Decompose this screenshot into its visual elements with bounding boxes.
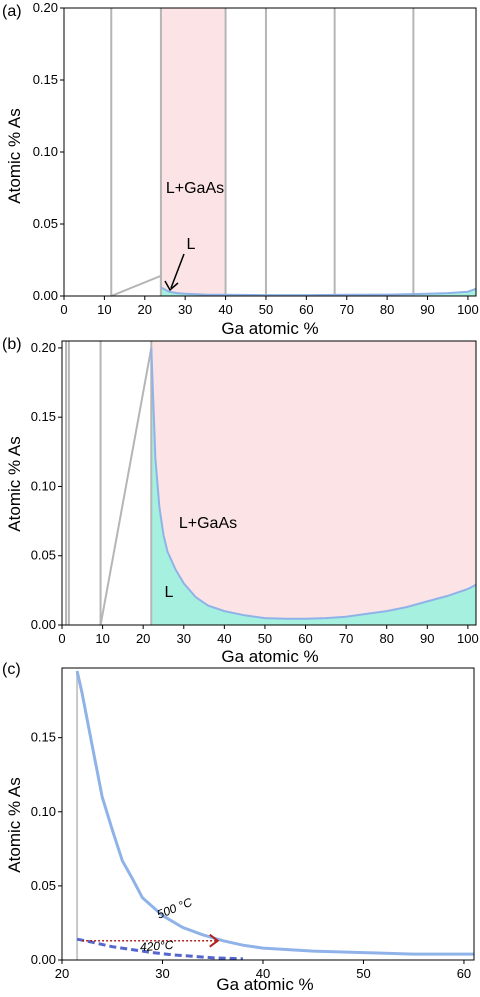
x-tick-label: 70 — [340, 302, 354, 317]
l-gaas-region — [160, 8, 226, 296]
x-tick-label: 90 — [420, 302, 434, 317]
x-tick-label: 50 — [258, 631, 272, 646]
x-tick-label: 30 — [177, 631, 191, 646]
l-pointer-arrowhead — [164, 280, 179, 292]
y-tick-label: 0.10 — [31, 478, 56, 493]
y-tick-label: 0.00 — [33, 288, 58, 303]
x-tick-label: 10 — [97, 302, 111, 317]
panel-c: (c) 20 30 40 50 60 0.00 0.05 0.10 0.15 Ga atomi… — [2, 661, 475, 994]
panel-b-plot — [61, 340, 477, 626]
panel-a-y-axis-title: Atomic % As — [5, 108, 24, 203]
y-tick-label: 0.05 — [31, 878, 56, 893]
panel-b-y-axis-title: Atomic % As — [5, 436, 24, 531]
l-gaas-region — [151, 341, 476, 619]
arrow-head — [209, 933, 220, 948]
y-tick-label: 0.00 — [31, 952, 56, 967]
plot-frame — [61, 667, 475, 961]
panel-c-plot — [61, 667, 475, 961]
x-tick-label: 30 — [178, 302, 192, 317]
panel-label-b: (b) — [2, 336, 22, 353]
y-tick-label: 0.15 — [33, 72, 58, 87]
liquidus-curve — [160, 286, 477, 297]
x-tick-label: 60 — [299, 302, 313, 317]
panel-label-a: (a) — [2, 3, 22, 20]
panel-a-x-ticks: 0 10 20 30 40 50 60 70 80 90 100 — [60, 296, 479, 317]
panel-b-x-axis-title: Ga atomic % — [221, 647, 318, 666]
x-tick-label: 50 — [356, 966, 370, 981]
panel-c-series-label-420c: 420°C — [140, 938, 175, 954]
panel-b-region-label-l: L — [165, 584, 174, 601]
panel-b-region-label-l-gaas: L+GaAs — [179, 515, 237, 532]
x-tick-label: 100 — [457, 302, 479, 317]
liquidus-500c-curve — [75, 670, 474, 956]
panel-a-plot — [63, 7, 477, 297]
panel-b-x-ticks: 0 10 20 30 40 50 60 70 80 90 100 — [58, 625, 479, 646]
y-tick-label: 0.20 — [33, 0, 58, 15]
tie-line — [110, 274, 162, 297]
panel-c-x-ticks: 20 30 40 50 60 — [55, 960, 471, 981]
x-tick-label: 40 — [218, 302, 232, 317]
panel-a-region-label-l: L — [187, 236, 196, 253]
panel-a-x-axis-title: Ga atomic % — [221, 319, 318, 338]
x-tick-label: 0 — [58, 631, 65, 646]
panel-b-y-ticks: 0.00 0.05 0.10 0.15 0.20 — [31, 340, 62, 632]
x-tick-label: 20 — [55, 966, 69, 981]
panel-b: (b) 0 10 20 30 40 50 60 70 80 90 100 0.000.050.100… — [2, 336, 479, 666]
y-tick-label: 0.15 — [31, 730, 56, 745]
x-tick-label: 60 — [457, 966, 471, 981]
tie-line — [99, 347, 153, 626]
panel-a: (a) 0 10 20 30 40 50 60 70 80 90 100 0.000.050.100… — [2, 0, 479, 338]
x-tick-label: 100 — [457, 631, 479, 646]
x-tick-label: 60 — [298, 631, 312, 646]
panel-c-y-ticks: 0.00 0.05 0.10 0.15 — [31, 730, 62, 967]
x-tick-label: 0 — [60, 302, 67, 317]
l-pointer-arrow — [170, 253, 185, 289]
panel-label-c: (c) — [2, 661, 21, 678]
x-tick-label: 50 — [259, 302, 273, 317]
y-tick-label: 0.15 — [31, 409, 56, 424]
panel-c-series-label-500c: 500 °C — [155, 895, 195, 922]
x-tick-label: 90 — [420, 631, 434, 646]
x-tick-label: 40 — [256, 966, 270, 981]
panel-c-x-axis-title: Ga atomic % — [216, 975, 313, 994]
y-tick-label: 0.20 — [31, 340, 56, 355]
x-tick-label: 80 — [380, 302, 394, 317]
x-tick-label: 30 — [155, 966, 169, 981]
liquidus-420c-curve — [76, 937, 243, 961]
y-tick-label: 0.05 — [31, 548, 56, 563]
y-tick-label: 0.10 — [31, 804, 56, 819]
liquid-region — [160, 287, 476, 296]
plot-frame — [61, 340, 477, 626]
y-tick-label: 0.10 — [33, 144, 58, 159]
y-tick-label: 0.00 — [31, 617, 56, 632]
x-tick-label: 70 — [339, 631, 353, 646]
x-tick-label: 20 — [136, 631, 150, 646]
panel-a-y-ticks: 0.00 0.05 0.10 0.15 0.20 — [33, 0, 64, 303]
y-tick-label: 0.05 — [33, 216, 58, 231]
x-tick-label: 10 — [95, 631, 109, 646]
panel-c-y-axis-title: Atomic % As — [5, 777, 24, 872]
x-tick-label: 40 — [217, 631, 231, 646]
panel-a-region-label-l-gaas: L+GaAs — [166, 180, 224, 197]
liquidus-curve — [150, 347, 477, 620]
x-tick-label: 20 — [138, 302, 152, 317]
x-tick-label: 80 — [379, 631, 393, 646]
